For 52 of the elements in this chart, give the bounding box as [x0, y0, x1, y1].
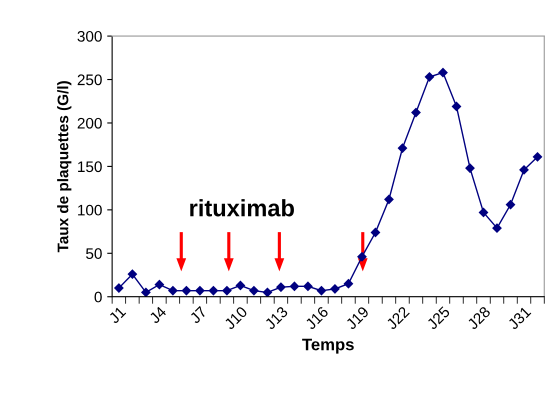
x-tick-label: J31 — [507, 306, 532, 330]
point — [195, 286, 205, 296]
x-tick-label: J28 — [466, 306, 491, 330]
y-tick-label: 150 — [78, 161, 102, 172]
x-tick-label: J10 — [223, 306, 248, 330]
point — [478, 208, 488, 218]
y-tick-label: 100 — [78, 204, 102, 216]
x-tick-label: J1 — [108, 306, 126, 324]
point — [276, 282, 286, 292]
x-tick-label: J13 — [264, 306, 288, 330]
y-tick-label: 250 — [78, 74, 102, 86]
y-tick-label: 0 — [94, 292, 102, 302]
x-tick-label: J19 — [345, 306, 370, 330]
point — [141, 288, 151, 297]
x-tick-label: J22 — [386, 306, 410, 330]
point — [398, 144, 408, 153]
point — [330, 284, 340, 294]
point — [222, 286, 232, 296]
point — [303, 282, 313, 291]
point — [290, 282, 300, 291]
point — [208, 286, 218, 296]
x-tick-label: J4 — [148, 306, 168, 324]
point — [262, 288, 272, 297]
point — [384, 194, 394, 204]
point — [154, 280, 164, 290]
point — [114, 283, 124, 293]
point — [492, 223, 502, 233]
y-tick-label: 50 — [86, 248, 102, 259]
point — [316, 286, 326, 296]
y-axis-title: Taux de plaquettes (G/l) — [57, 81, 72, 252]
point — [424, 72, 434, 82]
y-tick-label: 200 — [78, 118, 102, 129]
point — [519, 165, 529, 175]
x-tick-label: J7 — [189, 306, 208, 324]
point — [249, 286, 259, 296]
y-tick-label: 300 — [78, 30, 102, 42]
point — [236, 280, 246, 290]
point — [438, 68, 448, 78]
x-axis-title: Temps — [302, 338, 354, 354]
point — [182, 286, 192, 296]
point — [506, 200, 516, 210]
annotation: rituximab — [190, 199, 294, 216]
point — [168, 286, 178, 296]
point — [532, 152, 542, 162]
point — [411, 108, 421, 118]
x-tick-label: J16 — [304, 306, 329, 330]
x-tick-label: J25 — [426, 306, 450, 330]
point — [344, 279, 354, 288]
point — [465, 164, 475, 173]
point — [452, 102, 462, 112]
point — [370, 228, 380, 238]
point — [128, 270, 138, 279]
